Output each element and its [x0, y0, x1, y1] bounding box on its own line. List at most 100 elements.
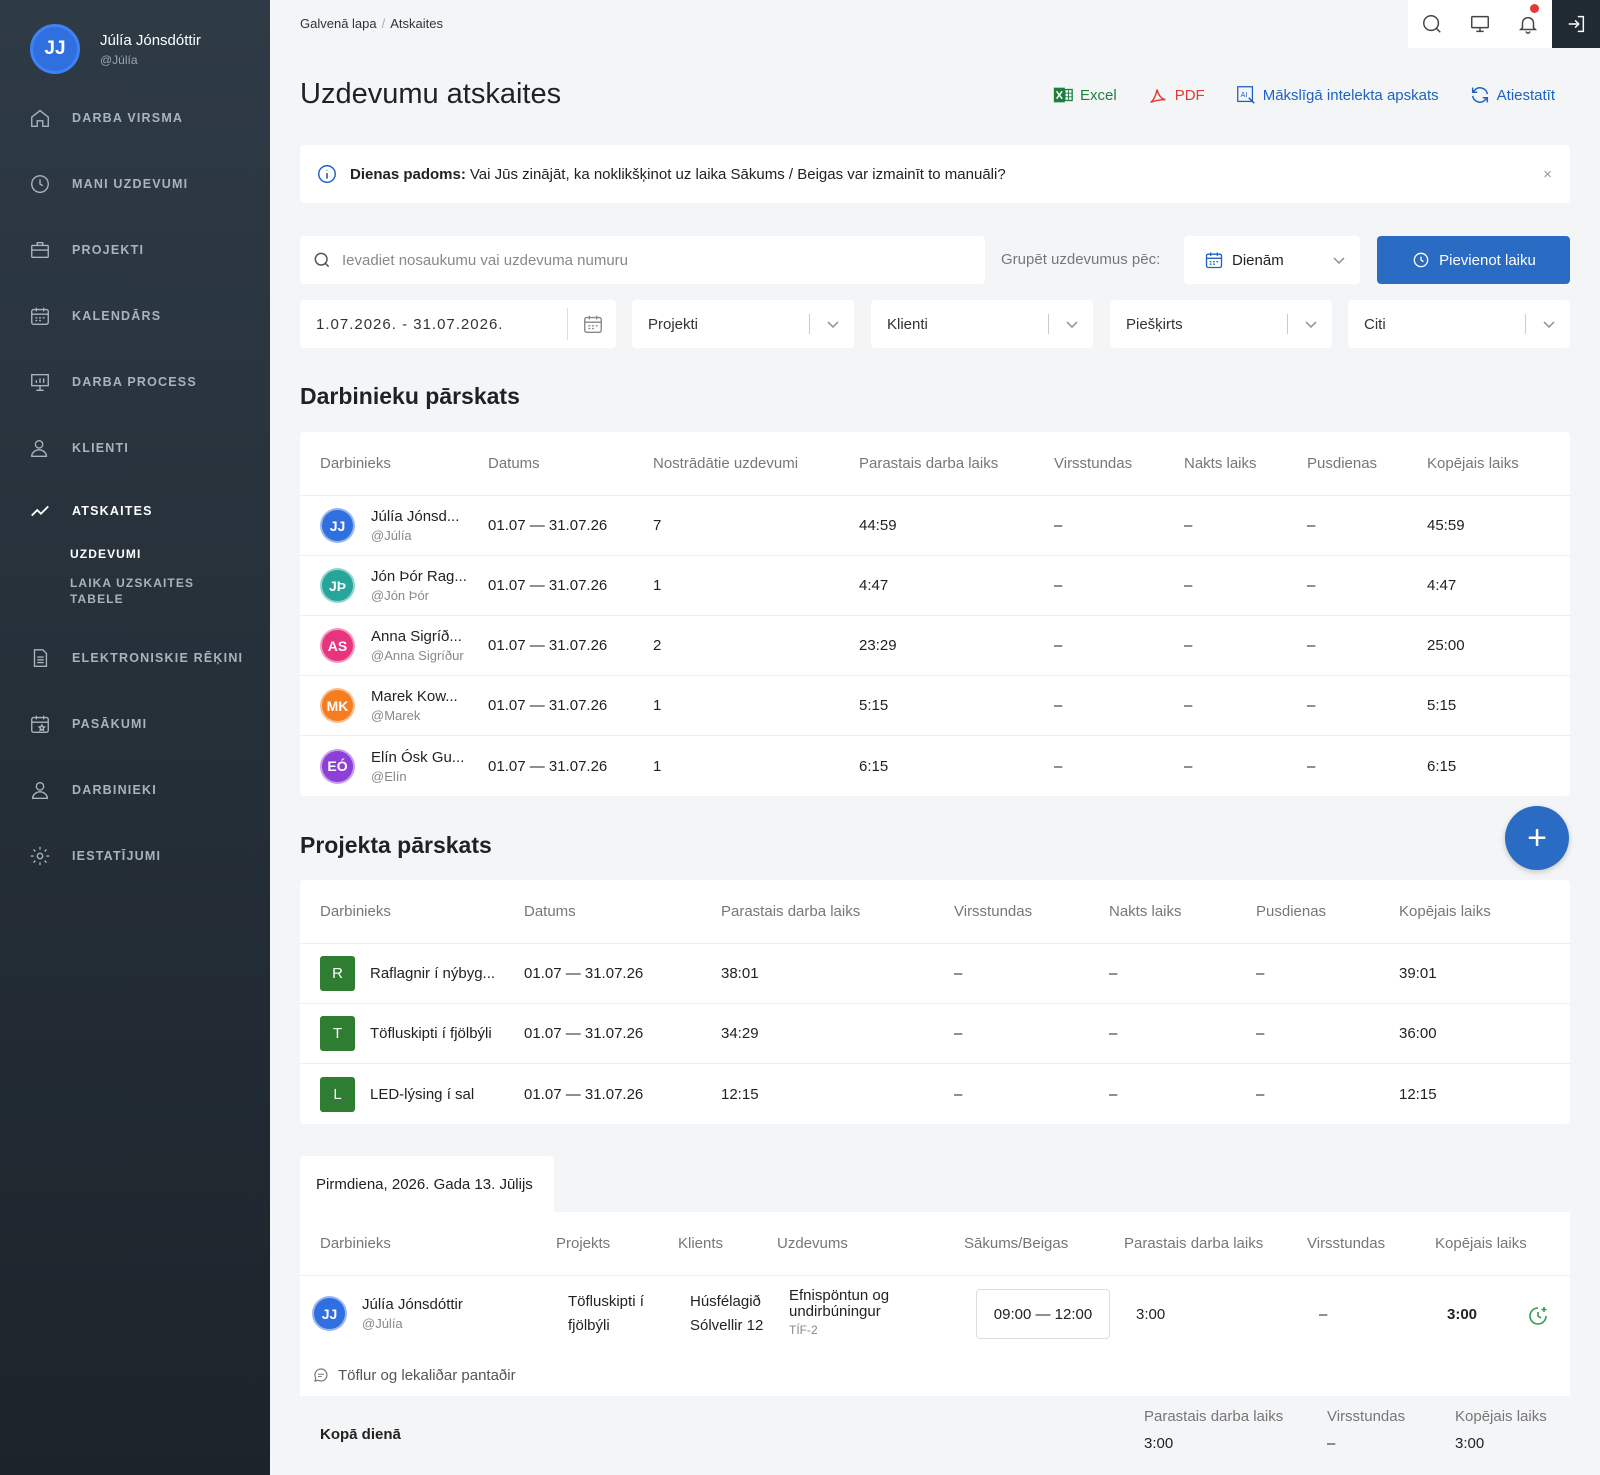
user-profile[interactable]: JJ Júlía Jónsdóttir @Júlía: [30, 24, 201, 74]
divider: [567, 308, 568, 340]
day-tab[interactable]: Pirmdiena, 2026. Gada 13. Jūlijs: [300, 1156, 554, 1212]
night-time-cell: –: [1184, 517, 1193, 534]
breadcrumb-current: Atskaites: [390, 16, 443, 31]
avatar: JJ: [312, 1296, 347, 1331]
other-filter[interactable]: Citi: [1348, 300, 1570, 348]
refresh-icon: [1471, 87, 1488, 103]
other-filter-label: Citi: [1364, 315, 1386, 333]
nav-label: MANI UZDEVUMI: [72, 177, 189, 191]
group-by-select[interactable]: Dienām: [1184, 236, 1360, 284]
total-time-cell: 39:01: [1399, 965, 1437, 982]
nav-item-reports[interactable]: ATSKAITES: [0, 493, 270, 529]
search-button[interactable]: [1408, 0, 1456, 48]
clients-filter[interactable]: Klienti: [871, 300, 1093, 348]
svg-text:AI: AI: [1240, 90, 1247, 99]
subnav-item-timesheet[interactable]: LAIKA UZSKAITES TABELE: [70, 576, 195, 606]
table-row[interactable]: JJ Júlía Jónsd... @Júlía 01.07 — 31.07.26…: [300, 496, 1570, 556]
chevron-down-icon: [1305, 321, 1317, 329]
nav-label: DARBINIEKI: [72, 783, 157, 797]
date-range-picker[interactable]: 1.07.2026. - 31.07.2026.: [300, 300, 616, 348]
date-cell: 01.07 — 31.07.26: [524, 965, 644, 982]
logout-button[interactable]: [1552, 0, 1600, 48]
assigned-filter[interactable]: Piešķirts: [1110, 300, 1332, 348]
column-header: Parastais darba laiks: [859, 455, 999, 472]
screen-button[interactable]: [1456, 0, 1504, 48]
table-row[interactable]: L LED-lýsing í sal 01.07 — 31.07.26 12:1…: [300, 1064, 1570, 1124]
project-name: LED-lýsing í sal: [370, 1085, 475, 1103]
breadcrumb-home[interactable]: Galvenā lapa: [300, 16, 377, 31]
employees-table: Darbinieks Datums Nostrādātie uzdevumi P…: [300, 432, 1570, 796]
table-row[interactable]: R Raflagnir í nýbyg... 01.07 — 31.07.26 …: [300, 944, 1570, 1004]
overtime-cell: –: [1054, 757, 1063, 775]
client-cell: Húsfélagið Sólvellir 12: [690, 1290, 763, 1338]
tasks-cell: 1: [653, 697, 662, 714]
comment-text: Töflur og lekaliðar pantaðir: [338, 1366, 516, 1384]
calendar-icon: [1205, 252, 1223, 269]
export-pdf-button[interactable]: PDF: [1147, 84, 1205, 106]
nav-item-my-tasks[interactable]: MANI UZDEVUMI: [0, 151, 270, 217]
divider: [1287, 314, 1288, 334]
night-time-cell: –: [1184, 637, 1193, 654]
close-icon[interactable]: ×: [1543, 165, 1552, 183]
projects-filter[interactable]: Projekti: [632, 300, 854, 348]
employee-name: Júlía Jónsd...: [371, 508, 460, 525]
user-handle: @Júlía: [100, 52, 138, 67]
nav-item-calendar[interactable]: KALENDĀRS: [0, 283, 270, 349]
date-cell: 01.07 — 31.07.26: [488, 517, 608, 534]
ai-overview-button[interactable]: AI Mākslīgā intelekta apskats: [1235, 84, 1439, 106]
table-row[interactable]: EÓ Elín Ósk Gu... @Elín 01.07 — 31.07.26 …: [300, 736, 1570, 796]
column-header: Klients: [678, 1235, 724, 1252]
nav-item-workflow[interactable]: DARBA PROCESS: [0, 349, 270, 415]
date-cell: 01.07 — 31.07.26: [488, 757, 608, 775]
regular-time-cell: 38:01: [721, 965, 759, 982]
nav-item-events[interactable]: PASĀKUMI: [0, 691, 270, 757]
add-button[interactable]: +: [1505, 806, 1569, 870]
nav-item-employees[interactable]: DARBINIEKI: [0, 757, 270, 823]
table-row[interactable]: T Töfluskipti í fjölbýli 01.07 — 31.07.2…: [300, 1004, 1570, 1064]
table-row[interactable]: MK Marek Kow... @Marek 01.07 — 31.07.26 1…: [300, 676, 1570, 736]
add-time-icon[interactable]: [1526, 1304, 1550, 1328]
total-overtime-header: Virsstundas: [1327, 1408, 1406, 1425]
total-regular-header: Parastais darba laiks: [1144, 1408, 1284, 1425]
entry-comment: Töflur og lekaliðar pantaðir: [312, 1366, 516, 1384]
nav-item-clients[interactable]: KLIENTI: [0, 415, 270, 481]
client-icon: [28, 436, 52, 460]
avatar: JJ: [30, 24, 80, 74]
project-line: fjölbýli: [568, 1317, 610, 1334]
table-row[interactable]: AS Anna Sigríð... @Anna Sigríður 01.07 — …: [300, 616, 1570, 676]
chevron-down-icon: [1543, 321, 1555, 329]
column-header: Sākums/Beigas: [964, 1235, 1069, 1252]
project-name: Raflagnir í nýbyg...: [370, 965, 496, 982]
project-line: Töfluskipti í: [568, 1293, 644, 1310]
avatar: JÞ: [320, 568, 355, 603]
lunch-cell: –: [1307, 697, 1316, 714]
nav-item-projects[interactable]: PROJEKTI: [0, 217, 270, 283]
add-time-button[interactable]: Pievienot laiku: [1377, 236, 1570, 284]
nav-label: PROJEKTI: [72, 243, 145, 257]
nav-item-settings[interactable]: IESTATĪJUMI: [0, 823, 270, 889]
table-header: Darbinieks Datums Nostrādātie uzdevumi P…: [300, 432, 1570, 496]
projects-section-title: Projekta pārskats: [300, 832, 492, 858]
info-icon: [318, 165, 336, 183]
reset-button[interactable]: Atiestatīt: [1469, 84, 1555, 106]
notifications-button[interactable]: [1504, 0, 1552, 48]
column-header: Pusdienas: [1307, 455, 1378, 472]
nav-label: KLIENTI: [72, 441, 130, 455]
time-entry[interactable]: JJ Júlía Jónsdóttir @Júlía Töfluskipti í …: [300, 1276, 1570, 1396]
nav-item-dashboard[interactable]: DARBA VIRSMA: [0, 85, 270, 151]
overtime-cell: –: [954, 1085, 963, 1103]
table-row[interactable]: JÞ Jón Þór Rag... @Jón Þór 01.07 — 31.07.…: [300, 556, 1570, 616]
date-range-value: 1.07.2026. - 31.07.2026.: [316, 315, 504, 333]
overtime-cell: –: [1054, 517, 1063, 534]
column-header: Kopējais laiks: [1399, 903, 1491, 920]
lunch-cell: –: [1307, 757, 1316, 775]
search-input[interactable]: [342, 251, 942, 269]
subnav-item-tasks[interactable]: UZDEVUMI: [70, 547, 142, 561]
employee-name: Jón Þór Rag...: [371, 568, 467, 585]
nav-item-invoices[interactable]: ELEKTRONISKIE RĒĶINI: [0, 625, 270, 691]
export-excel-button[interactable]: Excel: [1052, 84, 1117, 106]
employee-handle: @Júlía: [371, 528, 412, 543]
reset-label: Atiestatīt: [1496, 86, 1555, 104]
regular-time-cell: 34:29: [721, 1025, 759, 1042]
start-end-time[interactable]: 09:00 — 12:00: [976, 1289, 1110, 1339]
